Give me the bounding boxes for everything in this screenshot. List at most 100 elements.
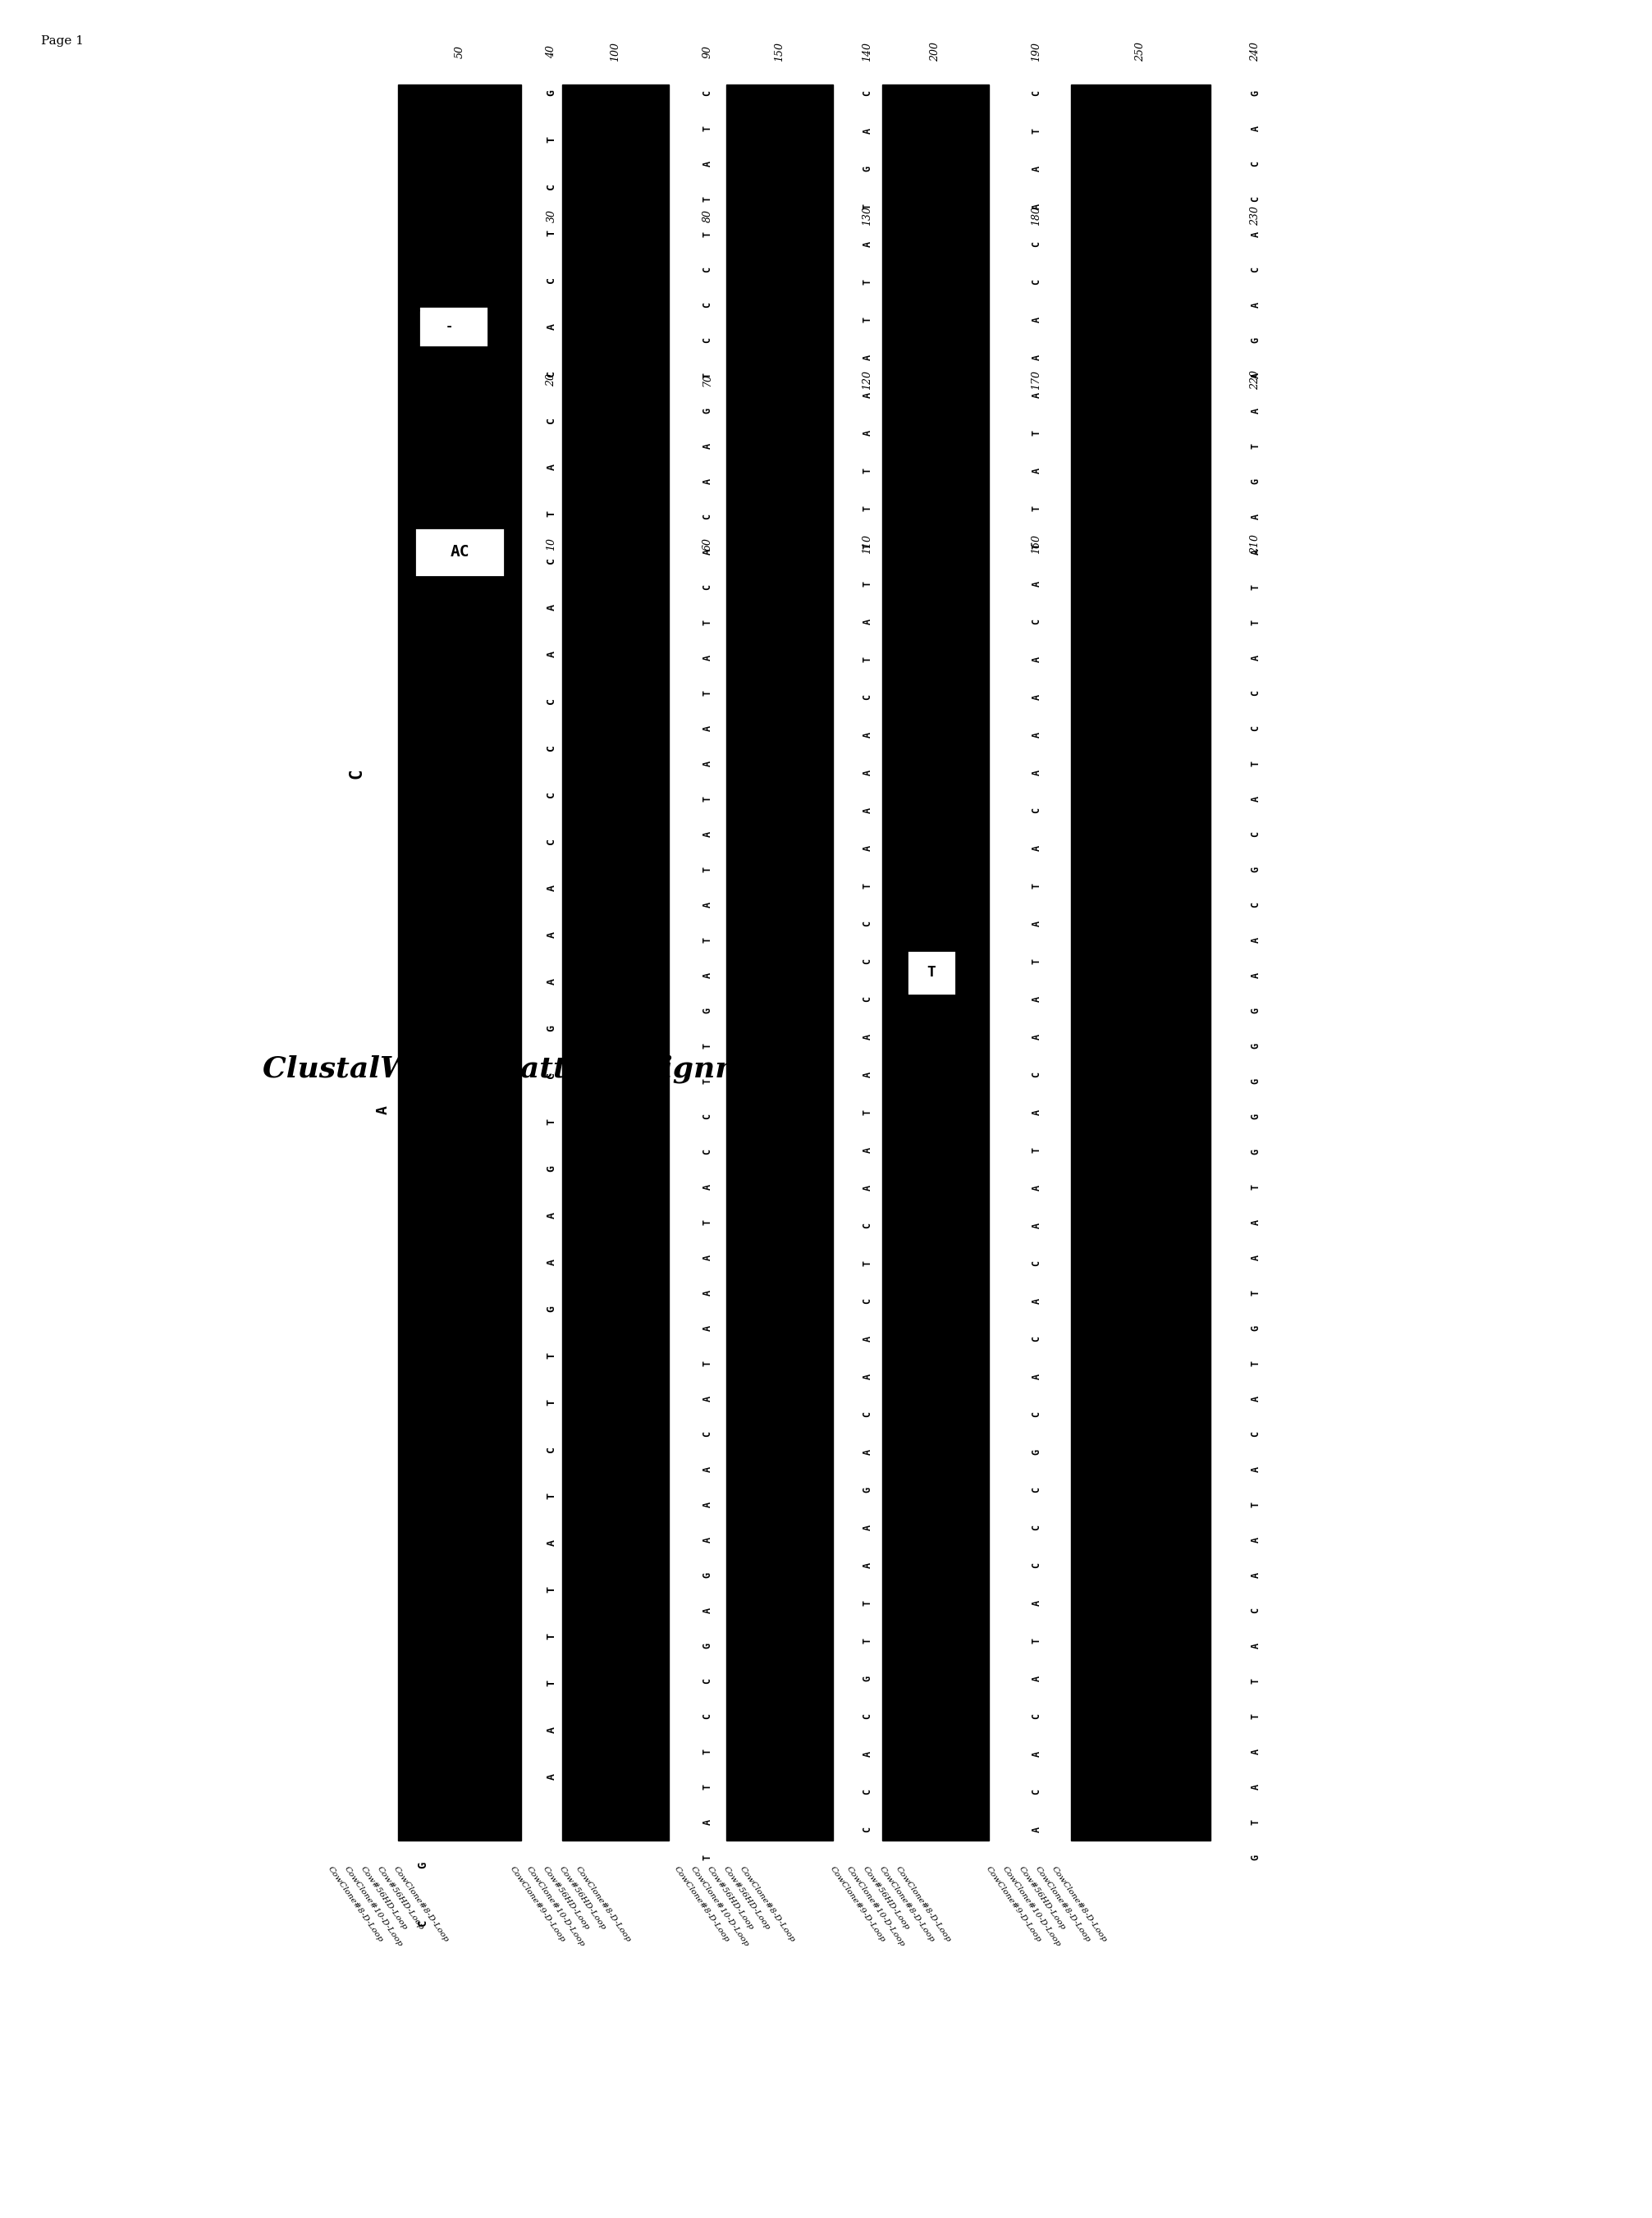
- Text: A: A: [1031, 166, 1042, 171]
- Text: 170: 170: [1031, 370, 1042, 390]
- Text: A: A: [702, 1324, 712, 1331]
- Text: 20: 20: [547, 373, 557, 386]
- Text: C: C: [702, 1712, 712, 1719]
- Text: G: G: [547, 89, 557, 95]
- Text: T: T: [547, 510, 557, 517]
- Bar: [907, 949, 957, 996]
- Bar: [418, 306, 489, 346]
- Text: C: C: [862, 1712, 872, 1719]
- Text: A: A: [547, 885, 557, 892]
- Text: T: T: [1031, 543, 1042, 548]
- Text: A: A: [1251, 548, 1260, 554]
- Text: G: G: [1251, 1007, 1260, 1014]
- Text: 60: 60: [702, 537, 712, 550]
- Text: A: A: [1031, 1109, 1042, 1116]
- Text: A: A: [1031, 1034, 1042, 1040]
- Text: A: A: [702, 971, 712, 978]
- Text: A: A: [702, 160, 712, 166]
- Text: 30: 30: [547, 208, 557, 222]
- Text: G: G: [862, 1675, 872, 1681]
- Text: A: A: [547, 1260, 557, 1264]
- Text: 250: 250: [1135, 42, 1146, 62]
- Text: A: A: [547, 1772, 557, 1779]
- Text: G: G: [416, 1575, 428, 1581]
- Text: 100: 100: [610, 42, 621, 62]
- Text: G: G: [1251, 89, 1260, 95]
- Bar: [398, 84, 520, 1841]
- Text: CowClone#8-D-Loop: CowClone#8-D-Loop: [1034, 1865, 1092, 1943]
- Text: G: G: [702, 408, 712, 413]
- Text: C: C: [702, 583, 712, 590]
- Text: 190: 190: [1031, 42, 1042, 62]
- Text: C: C: [349, 770, 365, 779]
- Text: G: G: [1251, 1854, 1260, 1861]
- Text: A: A: [1251, 1573, 1260, 1577]
- Text: C: C: [702, 302, 712, 308]
- Text: CowClone#8-D-Loop: CowClone#8-D-Loop: [672, 1865, 732, 1943]
- Text: A: A: [702, 1184, 712, 1189]
- Text: C: C: [702, 512, 712, 519]
- Text: C: C: [547, 557, 557, 563]
- Text: A: A: [702, 477, 712, 484]
- Text: T: T: [1031, 1147, 1042, 1153]
- Text: T: T: [862, 581, 872, 586]
- Text: A: A: [862, 1184, 872, 1191]
- Text: A: A: [702, 832, 712, 836]
- Text: CowClone#8-D-Loop: CowClone#8-D-Loop: [327, 1865, 385, 1943]
- Text: G: G: [1251, 1078, 1260, 1085]
- Text: T: T: [702, 865, 712, 872]
- Text: G: G: [1251, 1042, 1260, 1049]
- Text: C: C: [1251, 160, 1260, 166]
- Text: G: G: [547, 1025, 557, 1031]
- Text: A: A: [1031, 393, 1042, 397]
- Text: A: A: [702, 1253, 712, 1260]
- Text: T: T: [702, 1854, 712, 1861]
- Text: T: T: [927, 965, 937, 980]
- Text: A: A: [1031, 694, 1042, 699]
- Text: A: A: [1031, 1298, 1042, 1304]
- Text: G: G: [702, 1007, 712, 1014]
- Text: C: C: [1031, 279, 1042, 284]
- Text: T: T: [862, 1109, 872, 1116]
- Text: C: C: [862, 958, 872, 965]
- Text: T: T: [862, 543, 872, 548]
- Text: A: A: [1031, 996, 1042, 1003]
- Text: A: A: [1031, 920, 1042, 927]
- Text: T: T: [862, 317, 872, 322]
- Text: C: C: [702, 337, 712, 342]
- Text: C: C: [862, 1788, 872, 1794]
- Text: 220: 220: [1251, 370, 1260, 390]
- Text: T: T: [862, 506, 872, 510]
- Text: A: A: [398, 1517, 411, 1524]
- Text: A: A: [547, 464, 557, 470]
- Text: A: A: [1251, 971, 1260, 978]
- Text: C: C: [547, 277, 557, 284]
- Text: A: A: [1251, 1783, 1260, 1790]
- Text: A: A: [862, 1750, 872, 1757]
- Text: T: T: [1251, 619, 1260, 625]
- Text: A: A: [862, 732, 872, 736]
- Text: C: C: [702, 1677, 712, 1683]
- Text: C: C: [862, 89, 872, 95]
- Text: A: A: [702, 1466, 712, 1473]
- Text: C: C: [862, 1222, 872, 1229]
- Text: CowClone#9-D-Loop: CowClone#9-D-Loop: [509, 1865, 567, 1943]
- Text: A: A: [1031, 1825, 1042, 1832]
- Text: CowClone#8-D-Loop: CowClone#8-D-Loop: [575, 1865, 633, 1943]
- Text: A: A: [1251, 302, 1260, 308]
- Text: C: C: [862, 1298, 872, 1304]
- Text: G: G: [1251, 477, 1260, 484]
- Text: C: C: [1251, 266, 1260, 273]
- Text: A: A: [1251, 1253, 1260, 1260]
- Text: A: A: [547, 978, 557, 985]
- Text: 90: 90: [702, 44, 712, 58]
- Text: C: C: [702, 1431, 712, 1437]
- Text: C: C: [1251, 1608, 1260, 1612]
- Text: C: C: [547, 417, 557, 424]
- Bar: [882, 84, 990, 1841]
- Text: 70: 70: [702, 373, 712, 386]
- Text: C: C: [416, 1919, 428, 1925]
- Text: C: C: [1031, 619, 1042, 623]
- Text: A: A: [1251, 408, 1260, 413]
- Text: T: T: [702, 796, 712, 801]
